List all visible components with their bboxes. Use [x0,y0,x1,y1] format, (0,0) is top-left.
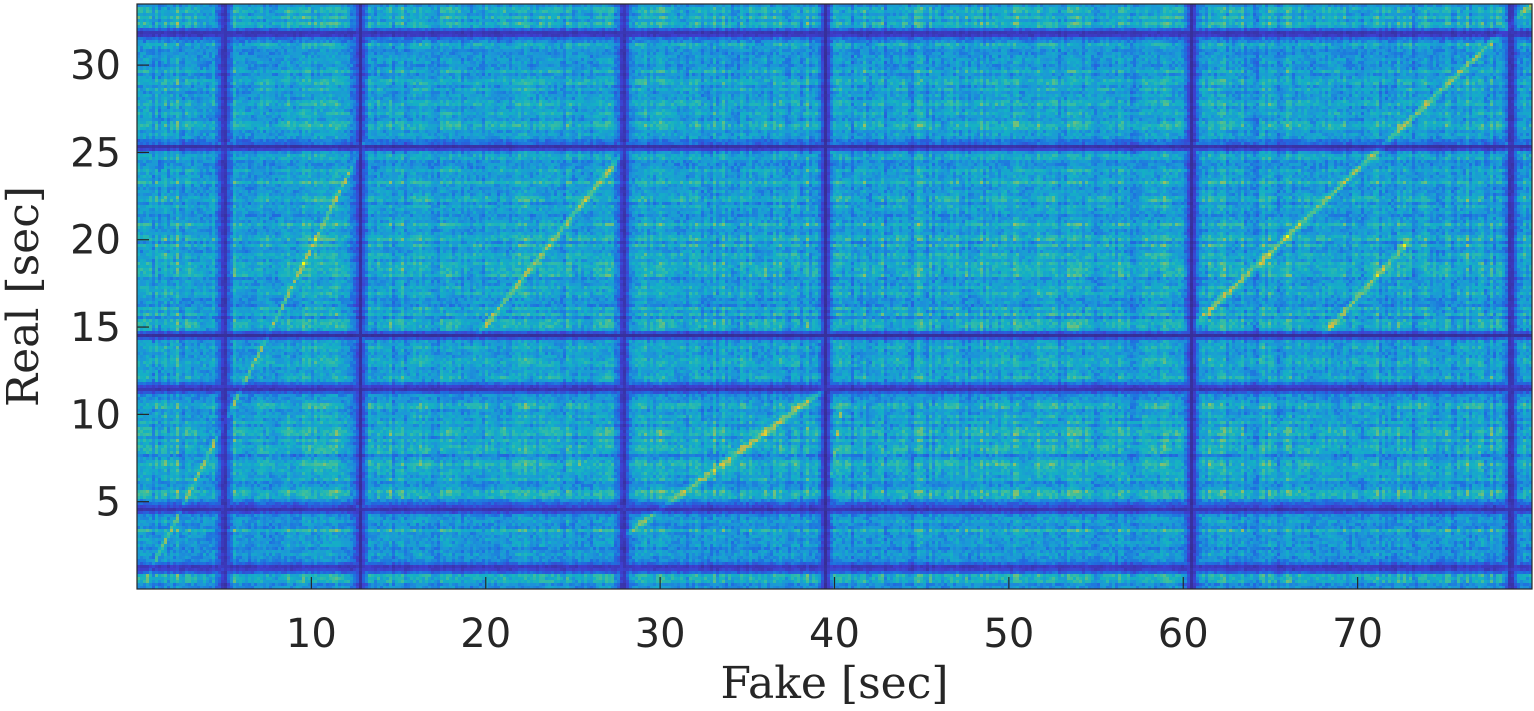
y-tick-label: 20 [70,218,121,264]
x-tick-label: 10 [286,611,337,657]
x-tick-label: 60 [1158,611,1209,657]
y-axis: 5 10 15 20 25 30 [70,43,149,526]
y-tick-label: 5 [96,480,121,526]
x-tick-label: 50 [983,611,1034,657]
x-tick-label: 70 [1332,611,1383,657]
x-tick-label: 40 [809,611,860,657]
x-tick-label: 30 [635,611,686,657]
x-axis: 10 20 30 40 50 60 70 [286,577,1383,657]
x-axis-label: Fake [sec] [720,658,948,709]
y-tick-label: 10 [70,392,121,438]
y-tick-label: 25 [70,130,121,176]
y-tick-label: 30 [70,43,121,89]
heatmap-image-holder [137,4,1532,589]
y-axis-label: Real [sec] [0,186,49,407]
heatmap-cells [137,4,1532,589]
x-tick-label: 20 [460,611,511,657]
y-tick-label: 15 [70,305,121,351]
